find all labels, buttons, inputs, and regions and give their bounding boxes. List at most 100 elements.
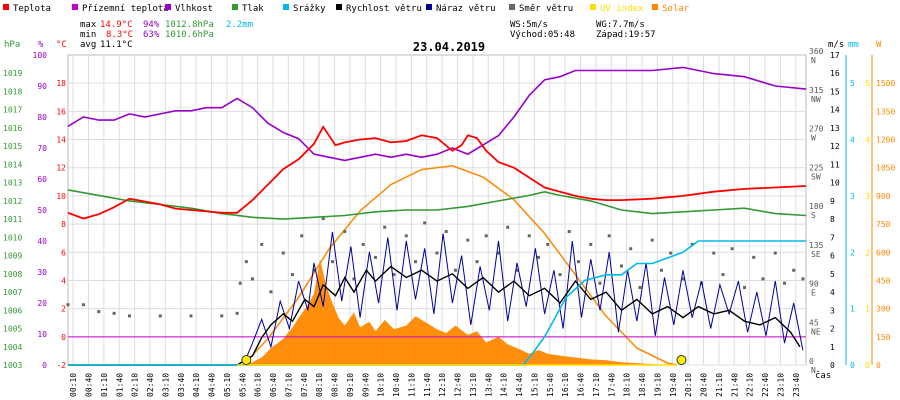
wind-dir-point (638, 286, 642, 289)
svg-text:Rychlost větru: Rychlost větru (346, 4, 422, 14)
wind-dir-point (607, 234, 611, 238)
rain-tick-label: 0 (850, 361, 855, 370)
stats-sunset: Západ:19:57 (596, 30, 656, 40)
humidity-tick-label: 20 (37, 299, 47, 308)
uv-tick-label: 2 (865, 248, 870, 257)
temperature-tick-label: 2 (61, 305, 66, 314)
pressure-tick-label: 1016 (3, 124, 22, 133)
wind-dir-point (290, 273, 294, 277)
x-tick-label: 16:10 (561, 373, 570, 397)
x-tick-label: 15:40 (546, 373, 555, 397)
x-tick-label: 15:10 (530, 373, 539, 397)
wind-dir-tick-label: N (811, 366, 816, 375)
wind-speed-tick-label: 2 (830, 325, 835, 334)
wind-dir-point (97, 310, 101, 314)
wind-dir-point (343, 230, 347, 234)
legend-naraz-vetru[interactable]: Náraz větru (426, 4, 496, 14)
wind-dir-tick-label: SE (811, 250, 821, 259)
wind-speed-tick-label: 4 (830, 288, 835, 297)
temperature-tick-label: 6 (61, 248, 66, 257)
series-rain-line (68, 240, 806, 366)
pressure-tick-label: 1018 (3, 87, 22, 96)
wind-dir-point (128, 314, 131, 318)
wind-dir-point (435, 251, 439, 255)
wind-dir-point (620, 264, 623, 268)
x-tick-label: 03:10 (161, 373, 170, 397)
humidity-tick-label: 40 (37, 237, 47, 246)
temperature-tick-label: 4 (61, 276, 66, 285)
wind-dir-point (589, 242, 593, 246)
x-tick-label: 17:40 (607, 373, 616, 397)
pressure-tick-label: 1009 (3, 252, 22, 261)
solar-tick-label: 150 (876, 333, 891, 342)
wind-dir-tick-label: 270 (809, 125, 824, 134)
wind-dir-point (659, 268, 663, 272)
rain-tick-label: 3 (850, 192, 855, 201)
x-tick-label: 12:40 (454, 373, 463, 397)
wind-dir-tick-label: 315 (809, 86, 824, 95)
x-tick-label: 17:10 (592, 373, 601, 397)
x-tick-label: 07:10 (284, 373, 293, 397)
legend-srazky[interactable]: Srážky (283, 4, 326, 14)
wind-dir-point (444, 230, 448, 234)
wind-speed-tick-label: 6 (830, 252, 835, 261)
x-tick-label: 18:40 (638, 373, 647, 397)
pressure-tick-label: 1013 (3, 179, 22, 188)
stats-ws: WS:5m/s (510, 20, 548, 30)
stats-max-hum: 94% (143, 20, 160, 30)
solar-tick-label: 450 (876, 276, 891, 285)
legend-uv-index[interactable]: UV index (590, 4, 644, 14)
wind-dir-tick-label: 45 (809, 318, 819, 327)
wind-dir-point (281, 251, 285, 255)
wind-dir-tick-label: SW (811, 172, 821, 181)
wind-dir-point (721, 273, 725, 277)
pressure-tick-label: 1005 (3, 325, 22, 334)
rain-unit-label: mm (848, 40, 859, 50)
pressure-tick-label: 1003 (3, 361, 22, 370)
temperature-tick-label: 18 (56, 79, 66, 88)
legend-teplota[interactable]: Teplota (3, 4, 51, 14)
svg-text:Solar: Solar (662, 4, 690, 14)
x-tick-label: 10:40 (392, 373, 401, 397)
legend-rychlost-vetru[interactable]: Rychlost větru (336, 4, 422, 14)
wind-dir-point (567, 230, 571, 234)
wind-dir-point (300, 234, 304, 238)
legend-tlak[interactable]: Tlak (232, 4, 264, 14)
x-tick-label: 11:10 (407, 373, 416, 397)
legend-vlhkost[interactable]: Vlhkost (165, 4, 213, 14)
humidity-tick-label: 100 (33, 51, 48, 60)
x-tick-label: 05:40 (238, 373, 247, 397)
wind-dir-tick-label: 225 (809, 163, 824, 172)
legend-prizemni-teplota[interactable]: Přízemní teplota (72, 4, 169, 14)
x-tick-label: 23:10 (776, 373, 785, 397)
wind-dir-point (576, 260, 580, 264)
x-tick-label: 21:40 (730, 373, 739, 397)
rain-tick-label: 5 (850, 79, 855, 88)
temperature-tick-label: 16 (56, 107, 66, 116)
uv-tick-label: 4 (865, 136, 870, 145)
pressure-tick-label: 1012 (3, 197, 22, 206)
wind-dir-tick-label: 135 (809, 241, 824, 250)
wind-dir-point (506, 225, 510, 229)
temperature-unit-label: °C (56, 40, 67, 50)
wind-dir-point (330, 260, 334, 264)
svg-text:Náraz větru: Náraz větru (436, 4, 496, 14)
x-tick-label: 09:40 (361, 373, 370, 397)
stats-min-temp: 8.3°C (106, 30, 133, 40)
solar-tick-label: 0 (876, 361, 881, 370)
temperature-tick-label: 14 (56, 136, 66, 145)
svg-text:UV index: UV index (600, 4, 644, 14)
humidity-tick-label: 70 (37, 144, 47, 153)
pressure-tick-label: 1015 (3, 142, 22, 151)
legend-smer-vetru[interactable]: Směr větru (509, 4, 573, 14)
legend: Teplota Přízemní teplota Vlhkost Tlak Sr… (3, 4, 690, 14)
wind-dir-tick-label: E (811, 289, 816, 298)
rain-tick-label: 2 (850, 248, 855, 257)
series-pressure-line (67, 189, 807, 220)
x-tick-label: 00:40 (85, 373, 94, 397)
legend-solar[interactable]: Solar (652, 4, 690, 14)
wind-dir-point (515, 268, 519, 272)
wind-dir-point (244, 260, 248, 264)
rain-tick-label: 4 (850, 136, 855, 145)
x-tick-label: 02:10 (131, 373, 140, 397)
